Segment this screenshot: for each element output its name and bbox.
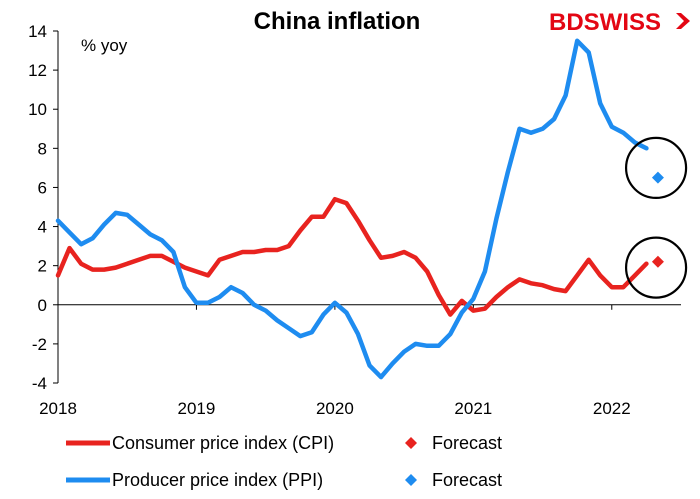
logo-chevron-icon xyxy=(676,13,690,29)
x-axis: 2018 2019 2020 2021 2022 xyxy=(39,304,681,418)
x-tick-label: 2019 xyxy=(178,399,216,418)
logo-text-bd: BD xyxy=(549,9,584,36)
y-tick-label: -4 xyxy=(32,374,47,393)
forecast-layer xyxy=(651,171,664,268)
legend-label: Consumer price index (CPI) xyxy=(112,433,334,453)
svg-text:BDSWISS: BDSWISS xyxy=(549,9,661,36)
y-axis-unit-label: % yoy xyxy=(81,36,128,55)
legend-label: Producer price index (PPI) xyxy=(112,470,323,490)
legend-diamond-swatch xyxy=(405,437,417,449)
series-layer xyxy=(55,38,649,380)
y-tick-label: 10 xyxy=(28,100,47,119)
bdswiss-logo: BDSWISS xyxy=(549,9,690,36)
y-tick-label: 0 xyxy=(38,296,47,315)
ppi-series-line xyxy=(55,38,649,380)
y-tick-label: 6 xyxy=(38,178,47,197)
cpi-series-line xyxy=(55,196,649,317)
ppi-forecast-highlight-circle xyxy=(624,136,688,199)
y-tick-label: 14 xyxy=(28,22,47,41)
ppi-forecast-point xyxy=(651,171,664,184)
x-tick-label: 2020 xyxy=(316,399,354,418)
y-tick-label: 4 xyxy=(38,218,47,237)
legend-label: Forecast xyxy=(432,470,502,490)
y-tick-label: -2 xyxy=(32,335,47,354)
x-tick-label: 2022 xyxy=(593,399,631,418)
y-axis: -4 -2 0 2 4 6 8 10 12 14 xyxy=(28,22,59,393)
y-tick-label: 12 xyxy=(28,61,47,80)
cpi-forecast-point xyxy=(651,255,664,268)
x-tick-label: 2018 xyxy=(39,399,77,418)
logo-text-swiss: SWISS xyxy=(584,9,661,36)
legend-diamond-swatch xyxy=(405,474,417,486)
y-tick-label: 2 xyxy=(38,257,47,276)
highlight-circle-layer xyxy=(624,136,688,299)
legend-label: Forecast xyxy=(432,433,502,453)
legend: Consumer price index (CPI) Forecast Produc… xyxy=(66,433,502,490)
chart-title: China inflation xyxy=(254,8,421,35)
cpi-forecast-highlight-circle xyxy=(624,236,688,299)
y-tick-label: 8 xyxy=(38,139,47,158)
x-tick-label: 2021 xyxy=(454,399,492,418)
